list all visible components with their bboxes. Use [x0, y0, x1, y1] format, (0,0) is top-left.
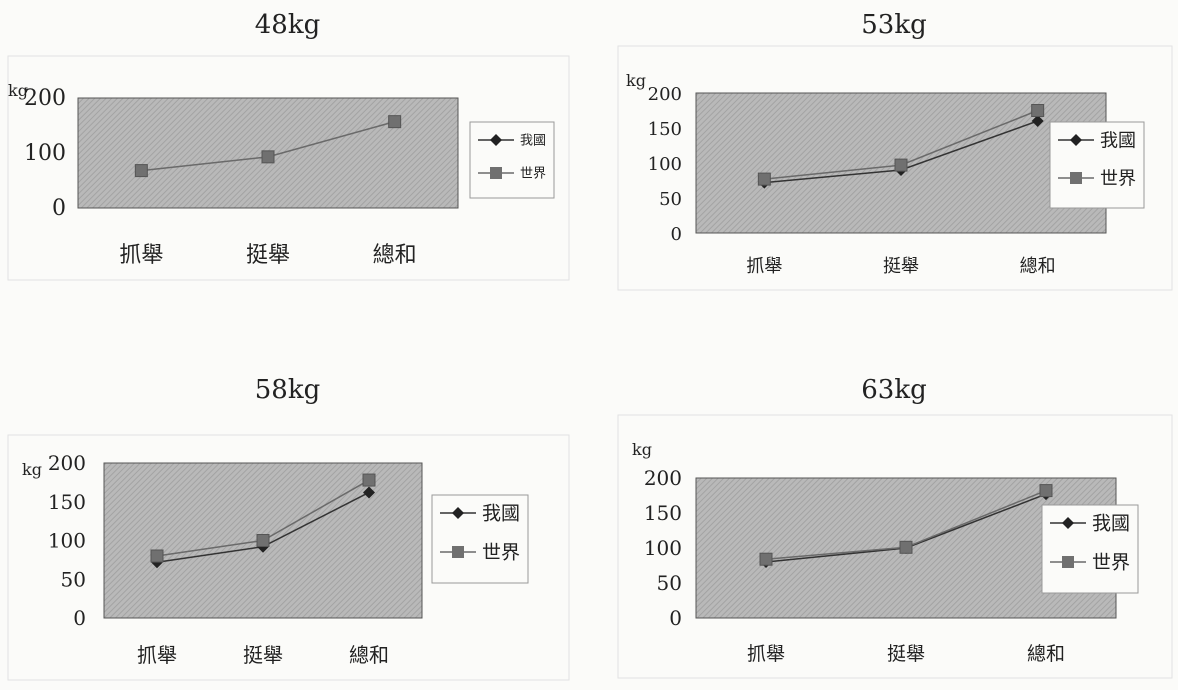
chart-frame [7, 55, 570, 281]
chart-frame [7, 434, 570, 681]
legend-box [1041, 504, 1139, 594]
x-tick-label: 總和 [1020, 256, 1056, 277]
legend-label: 世界 [520, 167, 546, 182]
legend-label: 我國 [1100, 130, 1136, 151]
legend-marker-square [1070, 172, 1082, 184]
legend-box [1049, 121, 1145, 209]
x-tick-label: 總和 [373, 243, 417, 268]
y-tick-label: 50 [61, 567, 86, 591]
data-point-square [261, 150, 275, 164]
chart-panel-63kg: 63kg kg 0 50 100 150 200 抓舉 挺舉 總和 我國世界 [610, 365, 1178, 690]
data-point-square [362, 473, 376, 487]
chart-frame [617, 45, 1173, 291]
y-tick-label: 150 [648, 119, 682, 140]
legend-marker-diamond [490, 134, 502, 146]
x-tick-label: 挺舉 [887, 643, 925, 665]
legend-label: 世界 [1100, 168, 1136, 189]
data-point-square [134, 164, 148, 178]
y-tick-label: 100 [648, 154, 682, 175]
y-tick-label: 150 [48, 490, 86, 514]
x-tick-label: 總和 [349, 643, 389, 667]
legend-marker-square [1062, 556, 1074, 568]
data-point-diamond [363, 486, 375, 499]
x-tick-label: 總和 [1027, 643, 1065, 665]
data-point-square [150, 549, 164, 563]
legend-marker-diamond [1062, 517, 1074, 529]
data-point-square [899, 540, 913, 554]
data-point-square [759, 552, 773, 566]
y-tick-label: 50 [659, 189, 682, 210]
x-tick-label: 抓舉 [119, 243, 163, 268]
x-tick-label: 抓舉 [746, 256, 782, 277]
y-tick-label: 200 [648, 84, 682, 105]
y-tick-label: 0 [73, 606, 86, 630]
legend-marker-square [452, 546, 464, 558]
chart-panel-58kg: 58kg kg 0 50 100 150 200 抓舉 挺舉 總和 我國世界 [0, 365, 575, 690]
legend-label: 世界 [1092, 552, 1130, 574]
chart-title: 53kg [861, 10, 927, 40]
x-tick-label: 抓舉 [747, 643, 785, 665]
legend-label: 我國 [482, 503, 520, 525]
legend-label: 我國 [520, 134, 546, 149]
legend-box [469, 121, 555, 199]
y-tick-label: 200 [24, 86, 66, 111]
x-tick-label: 挺舉 [246, 243, 290, 268]
legend-marker-diamond [452, 507, 464, 519]
y-axis-label: kg [22, 460, 42, 479]
y-axis-label: kg [8, 81, 28, 100]
y-tick-label: 100 [24, 141, 66, 166]
y-tick-label: 200 [48, 451, 86, 475]
legend-marker-diamond [1070, 134, 1082, 146]
y-tick-label: 200 [644, 466, 682, 490]
data-point-diamond [1031, 115, 1044, 127]
y-tick-label: 100 [48, 529, 86, 553]
data-point-square [1039, 484, 1053, 498]
chart-panel-53kg: 53kg kg 0 50 100 150 200 抓舉 挺舉 總和 我國世界 [610, 0, 1178, 320]
legend-marker-square [490, 167, 502, 179]
y-axis-label: kg [632, 440, 652, 459]
data-point-square [388, 115, 402, 129]
y-tick-label: 150 [644, 501, 682, 525]
chart-title: 63kg [861, 375, 927, 405]
x-tick-label: 挺舉 [243, 643, 283, 667]
y-tick-label: 50 [657, 571, 682, 595]
y-axis-label: kg [626, 71, 646, 90]
chart-frame [617, 414, 1173, 679]
y-tick-label: 0 [52, 196, 66, 221]
x-tick-label: 挺舉 [883, 256, 919, 277]
data-point-square [1031, 104, 1045, 117]
legend-label: 我國 [1092, 513, 1130, 535]
chart-title: 48kg [254, 10, 321, 40]
y-tick-label: 0 [669, 606, 682, 630]
y-tick-label: 100 [644, 536, 682, 560]
data-point-square [256, 534, 270, 547]
data-point-square [757, 172, 771, 186]
y-tick-label: 0 [671, 224, 682, 245]
chart-title: 58kg [254, 375, 321, 405]
legend-label: 世界 [482, 542, 520, 564]
data-point-square [894, 158, 908, 172]
legend-box [431, 494, 529, 584]
chart-panel-48kg: 48kg kg 0 100 200 抓舉 挺舉 總和 我國世界 [0, 0, 575, 320]
x-tick-label: 抓舉 [137, 643, 177, 667]
